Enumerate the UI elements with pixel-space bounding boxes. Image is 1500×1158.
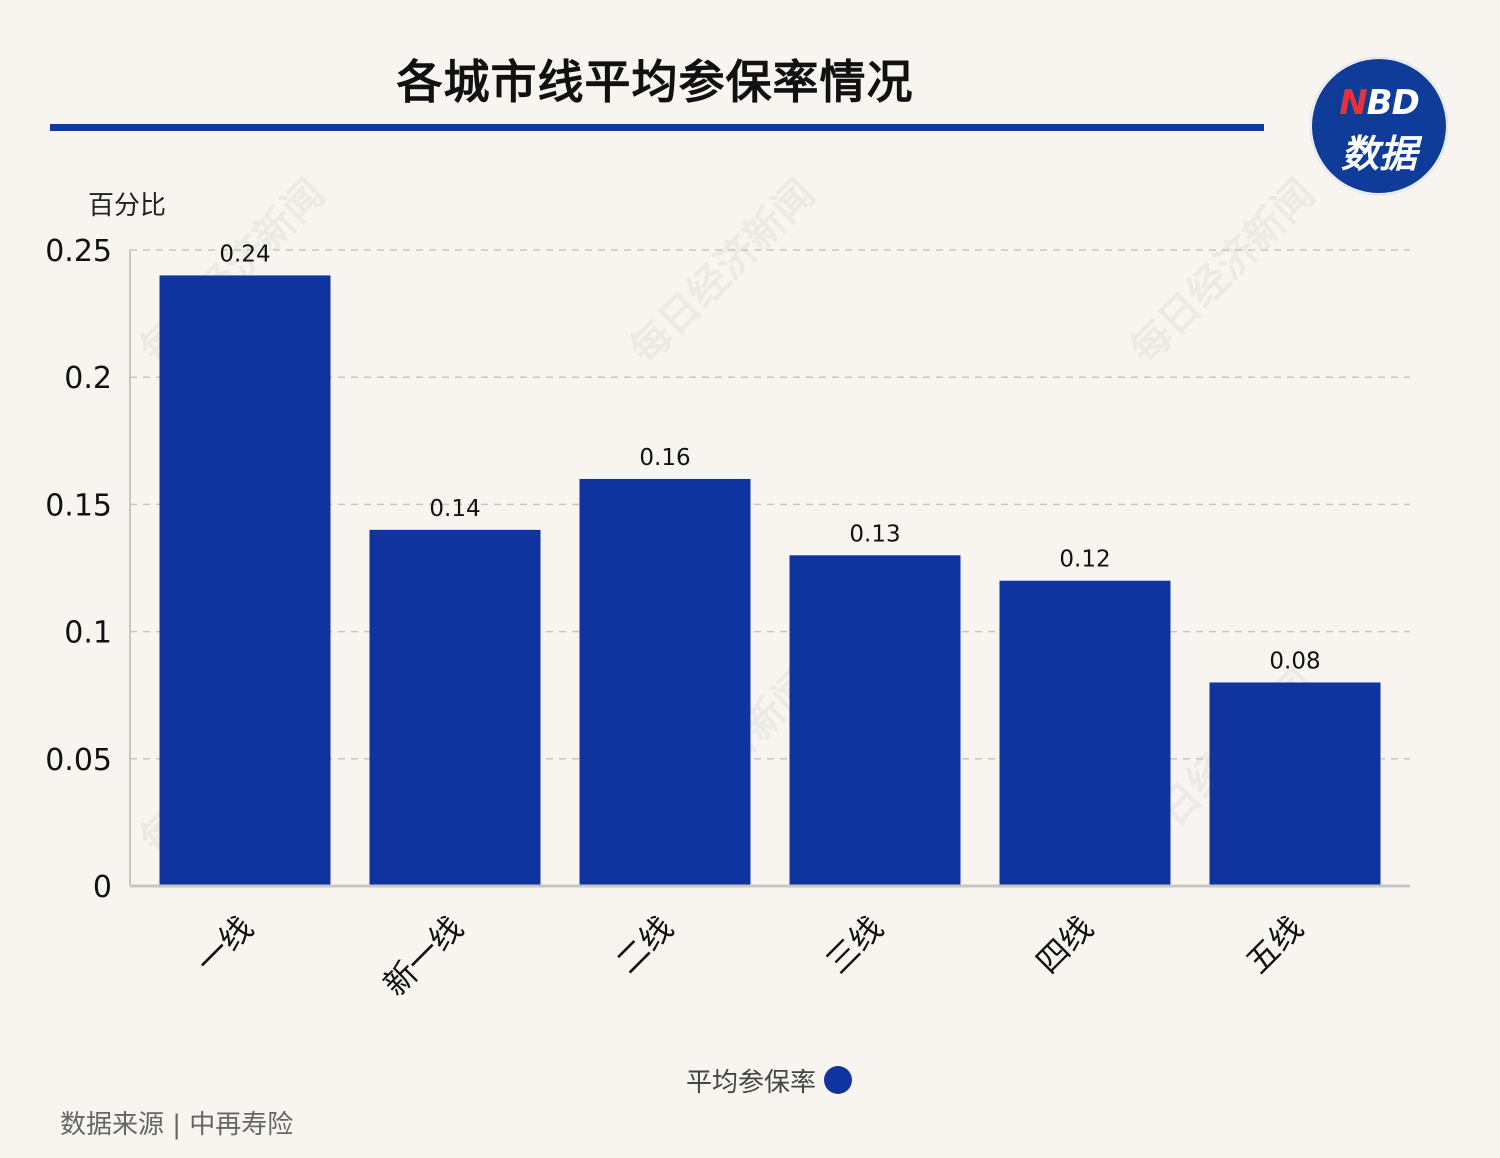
- grid-lines: [130, 249, 1410, 760]
- bar: [369, 529, 541, 886]
- title-underline: [50, 124, 1264, 131]
- y-tick-label: 0.05: [45, 743, 112, 778]
- bar: [999, 580, 1171, 886]
- y-tick-label: 0.2: [64, 361, 112, 396]
- x-tick-label: 新一线: [376, 909, 471, 1004]
- bars: [159, 275, 1381, 886]
- x-tick-label: 三线: [819, 909, 891, 981]
- bar: [579, 478, 751, 886]
- legend: 平均参保率: [686, 1062, 853, 1098]
- y-tick-label: 0.15: [45, 488, 112, 523]
- bar: [789, 555, 961, 886]
- logo-brand-rest: BD: [1366, 83, 1420, 123]
- value-labels: 0.24 0.14 0.16 0.13 0.12 0.08: [219, 241, 1320, 674]
- y-tick-labels: 0 0.05 0.1 0.15 0.2 0.25: [45, 234, 112, 905]
- bar: [1209, 682, 1381, 886]
- axes: [129, 250, 1410, 888]
- y-tick-label: 0.25: [45, 234, 112, 269]
- legend-marker: [824, 1066, 853, 1094]
- bar-value-label: 0.14: [429, 496, 480, 522]
- legend-label: 平均参保率: [686, 1067, 817, 1098]
- logo-sub: 数据: [1340, 132, 1417, 176]
- x-tick-label: 一线: [189, 909, 261, 981]
- bar-value-label: 0.08: [1269, 648, 1320, 674]
- nbd-logo: NBD 数据: [1310, 57, 1448, 195]
- y-tick-label: 0: [93, 870, 112, 905]
- y-tick-label: 0.1: [64, 616, 112, 651]
- x-tick-label: 五线: [1239, 909, 1311, 981]
- y-axis-label: 百分比: [88, 191, 166, 221]
- logo-brand-n: N: [1339, 83, 1367, 123]
- bar-value-label: 0.24: [219, 241, 270, 267]
- bar-value-label: 0.13: [849, 521, 900, 547]
- x-tick-labels: 一线 新一线 二线 三线 四线 五线: [189, 909, 1311, 1004]
- logo-brand: NBD: [1310, 83, 1448, 123]
- x-tick-label: 四线: [1029, 909, 1101, 981]
- bar: [159, 275, 331, 886]
- bar-value-label: 0.16: [639, 445, 690, 471]
- x-tick-label: 二线: [609, 909, 681, 981]
- chart-title: 各城市线平均参保率情况: [396, 55, 914, 109]
- bar-value-label: 0.12: [1059, 547, 1110, 573]
- data-source: 数据来源 | 中再寿险: [60, 1110, 294, 1140]
